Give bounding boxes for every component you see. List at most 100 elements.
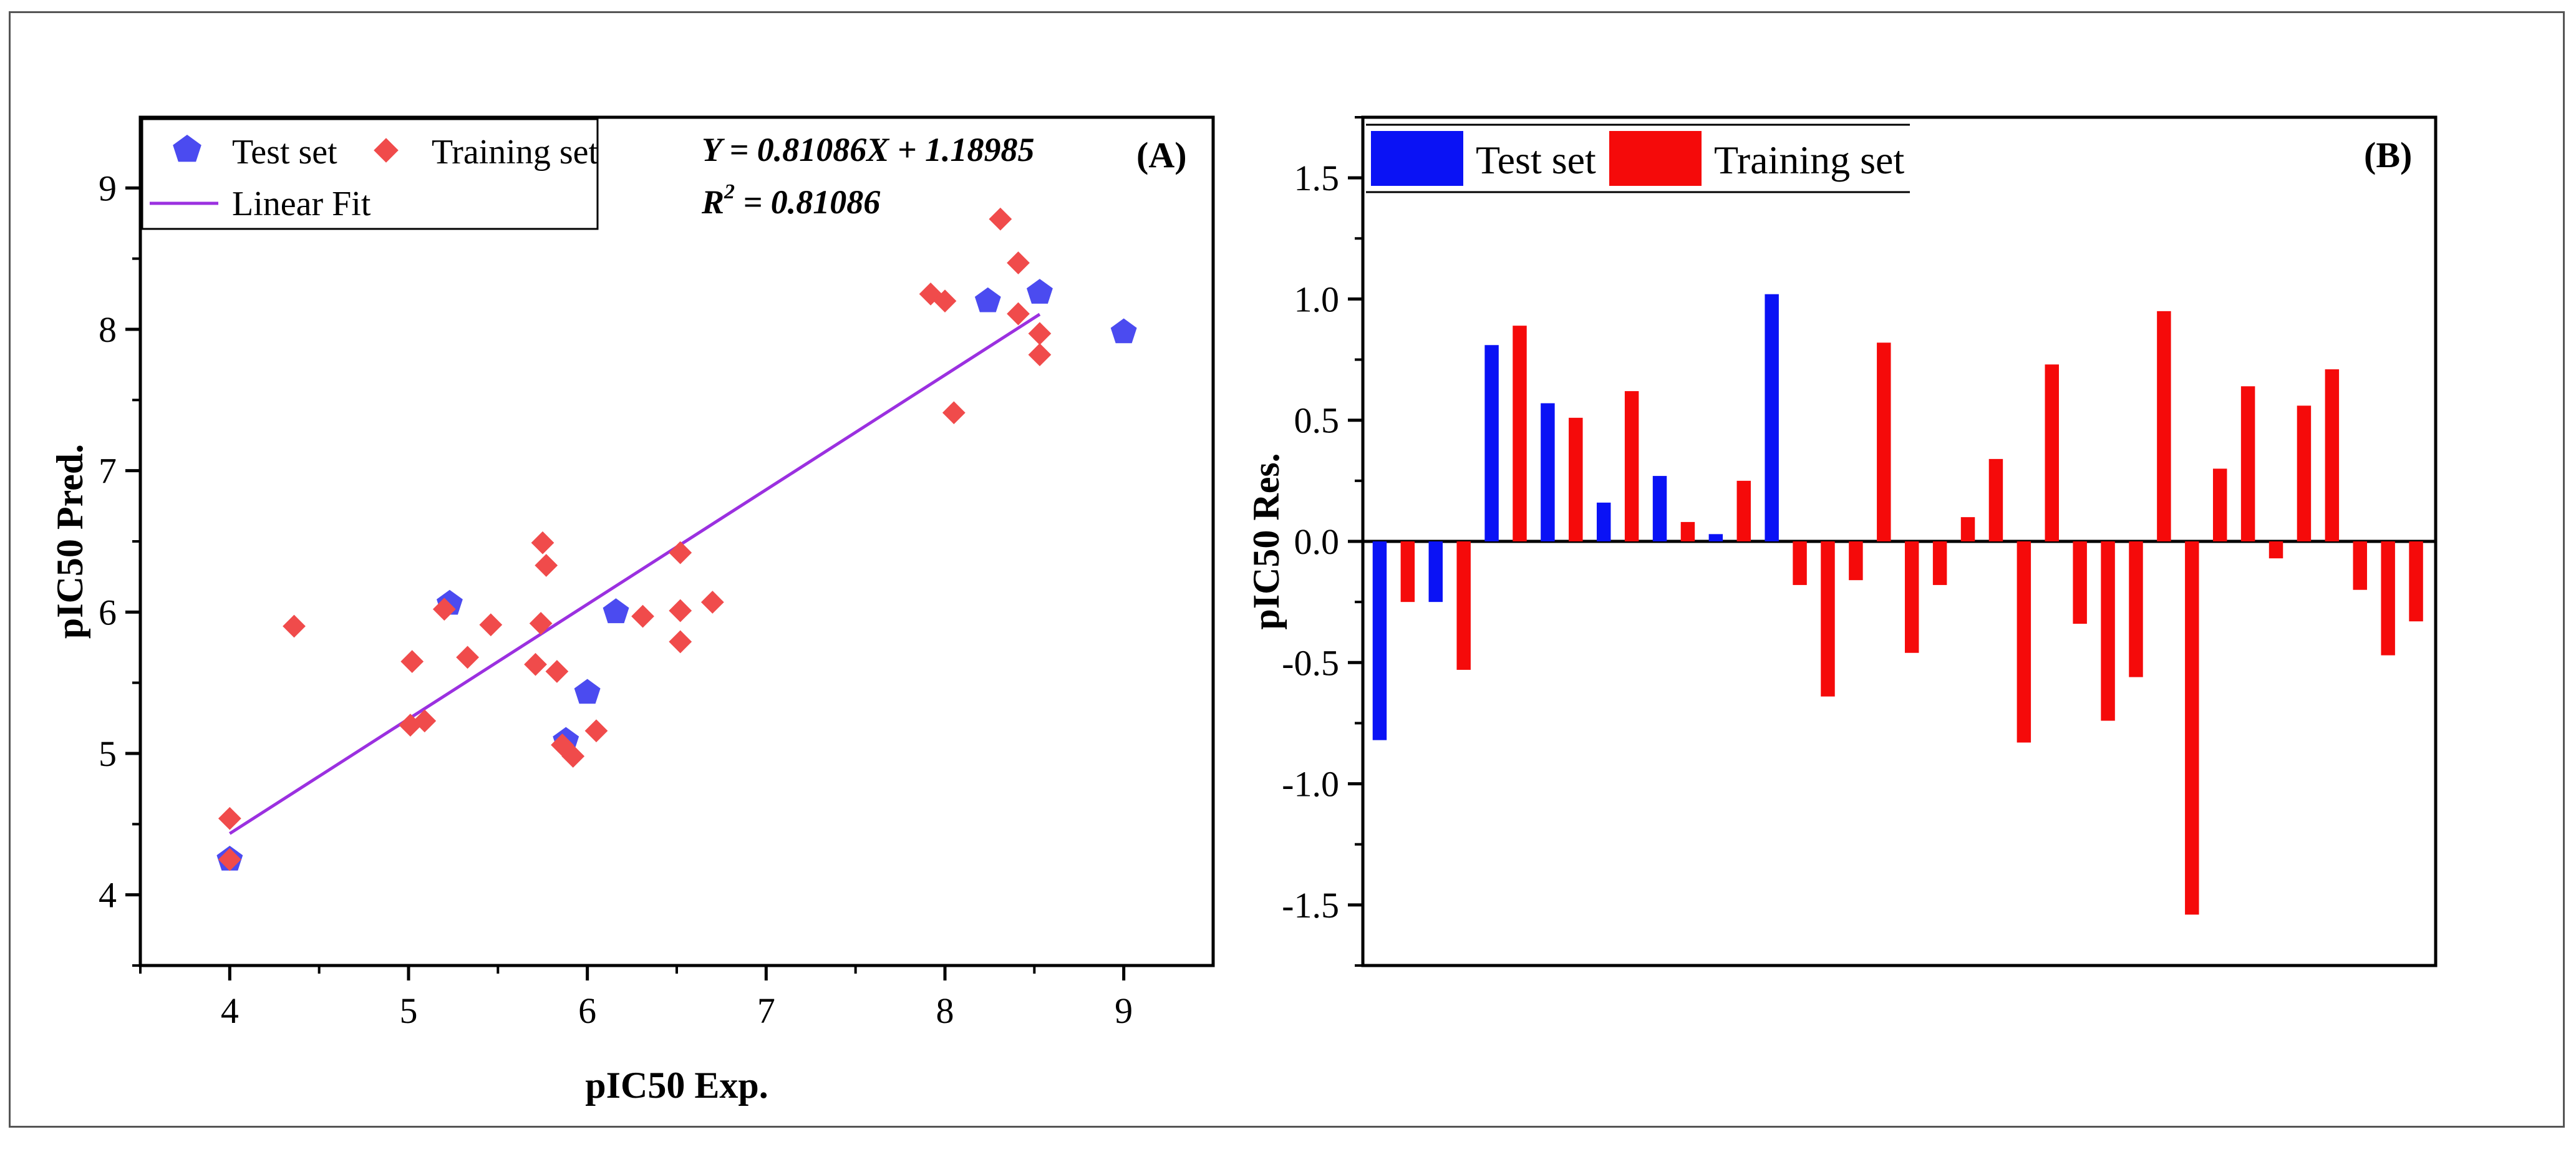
training-residual-bar bbox=[2045, 364, 2059, 541]
panel-a-x-tick-label: 8 bbox=[936, 990, 954, 1031]
panel-a-y-tick-label: 8 bbox=[99, 309, 117, 350]
training-point bbox=[561, 745, 585, 768]
training-residual-bar bbox=[2129, 541, 2143, 677]
test-point bbox=[1027, 279, 1053, 304]
training-residual-bar bbox=[2212, 468, 2227, 541]
legend-training-label: Training set bbox=[432, 133, 599, 172]
test-residual-bar bbox=[1484, 345, 1499, 541]
training-point bbox=[456, 646, 479, 669]
training-residual-bar bbox=[1736, 480, 1751, 541]
training-residual-bar bbox=[2017, 541, 2031, 743]
panel-a-label: (A) bbox=[1136, 135, 1187, 175]
panel-a-x-axis-title: pIC50 Exp. bbox=[585, 1065, 768, 1106]
panel-b-y-tick-label: 0.0 bbox=[1294, 521, 1340, 562]
r-squared-value: = 0.81086 bbox=[735, 183, 880, 221]
training-point bbox=[1028, 343, 1052, 367]
training-residual-bar bbox=[1513, 326, 1527, 541]
test-point bbox=[1110, 318, 1137, 344]
training-residual-bar bbox=[1624, 391, 1639, 541]
legend-training-marker bbox=[374, 138, 399, 163]
legend-b-training-swatch bbox=[1609, 131, 1702, 186]
panel-b-y-axis: 1.5 1.0 0.5 0.0 -0.5 -1.0 -1.5 bbox=[1282, 116, 1363, 967]
panel-a-x-tick-label: 4 bbox=[221, 990, 239, 1031]
panel-a-y-tick-label: 7 bbox=[99, 451, 117, 491]
training-point bbox=[524, 652, 547, 676]
panel-a: 4 5 6 7 8 9 4 5 6 7 8 9 Test set Training set Line… bbox=[49, 115, 1215, 1106]
training-residual-bar bbox=[2297, 405, 2312, 541]
legend-fit-label: Linear Fit bbox=[232, 185, 371, 223]
training-residual-bar bbox=[2381, 541, 2395, 656]
legend-b-test-swatch bbox=[1371, 131, 1463, 186]
panel-b-y-tick-label: 0.5 bbox=[1294, 400, 1340, 441]
legend-test-marker bbox=[173, 135, 201, 162]
training-residual-bar bbox=[2353, 541, 2367, 590]
training-point bbox=[669, 599, 692, 622]
test-residual-bar bbox=[1372, 541, 1387, 740]
training-residual-bar bbox=[1400, 541, 1415, 603]
panel-b: 1.5 1.0 0.5 0.0 -0.5 -1.0 -1.5 Test set Traini… bbox=[1246, 115, 2438, 967]
training-point bbox=[531, 531, 554, 554]
training-point bbox=[479, 613, 503, 637]
legend-b-training-label: Training set bbox=[1714, 138, 1904, 182]
panel-b-y-tick-label: -1.0 bbox=[1282, 764, 1339, 805]
panel-a-y-tick-label: 5 bbox=[99, 733, 117, 774]
training-residual-bar bbox=[1849, 541, 1863, 581]
training-point bbox=[1007, 251, 1030, 274]
panel-b-y-axis-title: pIC50 Res. bbox=[1246, 453, 1287, 629]
legend-b-test-label: Test set bbox=[1476, 138, 1596, 182]
training-residual-bar bbox=[1877, 342, 1891, 541]
legend-test-label: Test set bbox=[232, 133, 337, 172]
test-point bbox=[574, 679, 601, 704]
test-residual-bar bbox=[1765, 294, 1779, 541]
training-residual-bar bbox=[1821, 541, 1835, 697]
training-point bbox=[989, 207, 1012, 231]
training-point bbox=[700, 591, 724, 614]
training-residual-bar bbox=[2185, 541, 2199, 915]
panel-b-y-tick-label: -0.5 bbox=[1282, 642, 1339, 683]
training-residual-bar bbox=[2269, 541, 2283, 559]
r-squared: R2 = 0.81086 bbox=[701, 180, 880, 221]
training-point bbox=[1028, 322, 1052, 346]
panel-b-y-tick-label: -1.5 bbox=[1282, 885, 1339, 926]
test-residual-bar bbox=[1428, 541, 1443, 603]
training-point bbox=[413, 709, 437, 733]
training-residual-bar bbox=[2325, 369, 2340, 541]
training-residual-bar bbox=[1988, 458, 2003, 541]
training-point bbox=[529, 612, 553, 635]
panel-b-label: (B) bbox=[2364, 135, 2412, 175]
panel-a-y-axis-title: pIC50 Pred. bbox=[49, 444, 90, 639]
training-residual-bar bbox=[2101, 541, 2115, 721]
panel-a-y-axis: 4 5 6 7 8 9 bbox=[99, 168, 140, 967]
fit-equation: Y = 0.81086X + 1.18985 bbox=[702, 131, 1035, 168]
training-point bbox=[933, 289, 957, 313]
r-squared-superscript: 2 bbox=[724, 180, 735, 203]
panel-a-y-tick-label: 6 bbox=[99, 592, 117, 632]
panel-a-x-tick-label: 9 bbox=[1115, 990, 1133, 1031]
panel-a-x-axis: 4 5 6 7 8 9 bbox=[139, 966, 1133, 1031]
test-residual-bar bbox=[1652, 476, 1667, 541]
test-residual-bar bbox=[1708, 534, 1723, 541]
training-point bbox=[631, 604, 654, 628]
panel-b-y-tick-label: 1.0 bbox=[1294, 279, 1340, 319]
r-squared-prefix: R bbox=[701, 183, 724, 221]
training-residual-bar bbox=[1904, 541, 1919, 653]
training-residual-bar bbox=[2409, 541, 2423, 622]
panel-a-y-tick-label: 4 bbox=[99, 875, 117, 916]
panel-a-x-tick-label: 5 bbox=[400, 990, 418, 1031]
panel-a-points bbox=[216, 207, 1137, 871]
panel-b-bars bbox=[1372, 294, 2423, 915]
training-point bbox=[400, 650, 424, 674]
training-residual-bar bbox=[2240, 386, 2255, 541]
panel-b-y-tick-label: 1.5 bbox=[1294, 158, 1340, 198]
training-point bbox=[535, 554, 558, 577]
panel-a-legend-box bbox=[141, 118, 599, 230]
training-point bbox=[218, 848, 241, 871]
test-residual-bar bbox=[1596, 502, 1611, 541]
panel-a-plot-frame bbox=[138, 115, 1215, 967]
linear-fit-line bbox=[228, 312, 1041, 835]
panel-a-x-tick-label: 6 bbox=[578, 990, 596, 1031]
training-residual-bar bbox=[2157, 311, 2171, 541]
training-residual-bar bbox=[1793, 541, 1807, 585]
training-point bbox=[218, 806, 241, 830]
